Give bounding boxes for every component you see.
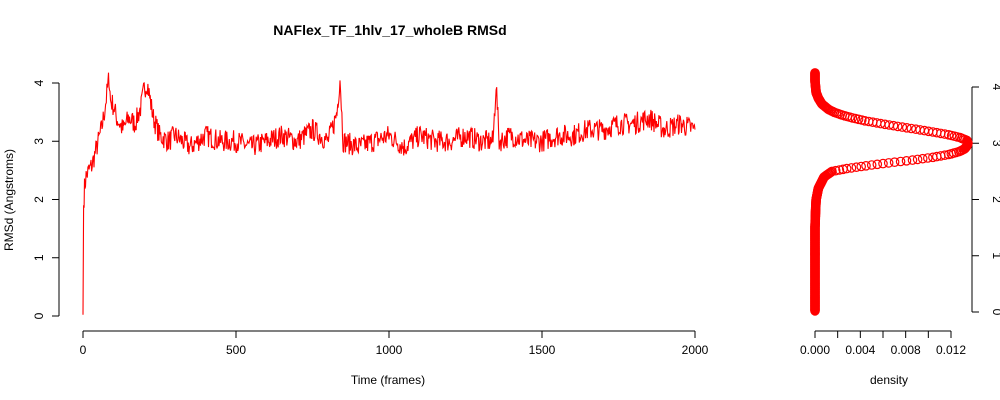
density-point (939, 150, 950, 160)
density-point (846, 163, 857, 173)
density-point (895, 156, 906, 167)
density-y-tick-label: 3 (990, 140, 1000, 147)
density-point (810, 68, 820, 78)
density-point (911, 124, 921, 134)
density-point (851, 162, 862, 172)
x-tick-label: 2000 (682, 343, 709, 357)
density-x-tick-label: 0.008 (891, 343, 921, 357)
density-point (863, 116, 874, 127)
density-point (825, 168, 835, 178)
density-point (901, 156, 912, 166)
density-point (866, 160, 877, 170)
x-axis-title: Time (frames) (351, 373, 425, 387)
y-tick-label: 2 (32, 196, 46, 203)
density-point (889, 157, 900, 167)
density-x-tick-label: 0.000 (800, 343, 830, 357)
density-point (901, 123, 912, 133)
density-point (906, 123, 917, 134)
density-point (861, 161, 871, 171)
density-point (878, 158, 888, 169)
x-tick-label: 500 (226, 343, 246, 357)
density-point (841, 163, 852, 174)
density-point (907, 155, 918, 165)
density-point (917, 153, 928, 164)
x-tick-label: 0 (80, 343, 87, 357)
density-panel: 0.000 0.004 0.008 0.012 0 1 2 3 4 (800, 68, 1000, 357)
y-axis-title: RMSd (Angstroms) (2, 149, 16, 251)
y-tick-label: 4 (32, 79, 46, 86)
rmsd-series-line (82, 72, 696, 315)
density-point (883, 158, 894, 168)
chart-title: NAFlex_TF_1hlv_17_wholeB RMSd (273, 22, 506, 38)
x-tick-label: 1500 (529, 343, 556, 357)
density-y-tick-label: 0 (990, 309, 1000, 316)
y-tick-label: 0 (32, 312, 46, 319)
density-point (830, 165, 841, 176)
density-axis-title: density (870, 373, 908, 387)
density-y-tick-label: 1 (990, 252, 1000, 259)
density-y-tick-label: 4 (990, 84, 1000, 91)
density-point (856, 161, 866, 172)
density-y-tick-label: 2 (990, 196, 1000, 203)
y-tick-label: 1 (32, 254, 46, 261)
y-tick-label: 3 (32, 138, 46, 145)
density-point (915, 125, 925, 135)
density-point (922, 153, 933, 163)
x-tick-label: 1000 (376, 343, 403, 357)
density-point (827, 166, 837, 177)
rmsd-panel: 0 500 1000 1500 2000 0 1 2 3 4 (32, 72, 709, 357)
density-x-tick-label: 0.012 (936, 343, 966, 357)
density-point (912, 154, 923, 165)
density-point (872, 159, 883, 170)
density-point (824, 168, 834, 179)
density-x-tick-label: 0.004 (845, 343, 875, 357)
density-point (834, 165, 845, 175)
density-point (897, 122, 908, 132)
